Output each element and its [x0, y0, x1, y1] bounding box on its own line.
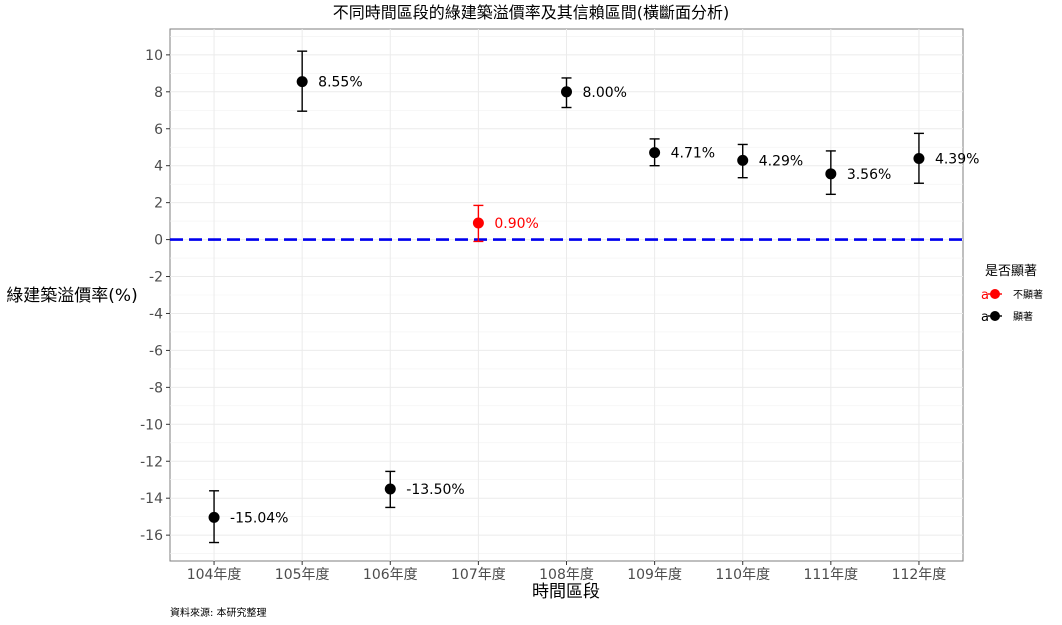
y-tick-label: -16	[140, 528, 163, 544]
y-axis: 10 8 6 4 2 0 -2 -4 -6 -8 -10 -12 -14 -16	[140, 48, 170, 544]
data-label: 3.56%	[847, 167, 891, 183]
data-label: -13.50%	[406, 482, 464, 498]
data-point	[384, 483, 396, 495]
x-axis-title: 時間區段	[532, 582, 600, 602]
y-tick-label: 6	[154, 122, 163, 138]
data-point	[208, 511, 220, 523]
y-tick-label: 4	[154, 159, 163, 175]
caption: 資料來源: 本研究整理	[170, 606, 267, 619]
y-tick-label: 2	[154, 196, 163, 212]
data-label: 4.71%	[671, 146, 715, 162]
chart-title: 不同時間區段的綠建築溢價率及其信賴區間(橫斷面分析)	[333, 3, 730, 22]
x-tick-label: 104年度	[187, 567, 242, 583]
legend-key-point	[990, 311, 1000, 321]
x-axis: 104年度 105年度 106年度 107年度 108年度 109年度 110年度 111年度…	[187, 561, 947, 583]
data-point	[913, 152, 925, 164]
x-tick-label: 105年度	[275, 567, 330, 583]
y-tick-label: 10	[145, 48, 163, 64]
y-tick-label: -6	[149, 343, 163, 359]
data-point	[649, 147, 661, 159]
legend-key-point	[990, 289, 1000, 299]
data-point	[561, 86, 572, 98]
y-tick-label: -14	[140, 491, 163, 507]
x-tick-label: 111年度	[803, 567, 858, 583]
y-tick-label: -8	[149, 380, 163, 396]
y-tick-label: -4	[149, 306, 163, 322]
x-tick-label: 110年度	[715, 567, 770, 583]
x-tick-label: 108年度	[539, 567, 594, 583]
grid-lines	[170, 29, 963, 561]
data-point	[737, 154, 749, 166]
y-tick-label: -10	[140, 417, 163, 433]
y-tick-label: -2	[149, 270, 163, 286]
x-tick-label: 106年度	[363, 567, 418, 583]
legend-title: 是否顯著	[985, 264, 1037, 279]
data-label: -15.04%	[230, 510, 288, 526]
data-points	[208, 76, 925, 523]
data-point	[472, 217, 484, 229]
legend-key-glyph: a	[981, 288, 989, 303]
data-label: 4.39%	[935, 151, 979, 167]
legend-key-glyph: a	[981, 310, 989, 325]
y-axis-title: 綠建築溢價率(%)	[6, 286, 137, 306]
data-label: 0.90%	[494, 216, 538, 232]
legend-label: 不顯著	[1013, 288, 1043, 301]
data-point	[825, 168, 837, 180]
x-tick-label: 107年度	[451, 567, 506, 583]
x-tick-label: 109年度	[627, 567, 682, 583]
x-tick-label: 112年度	[892, 567, 947, 583]
data-label: 4.29%	[759, 153, 803, 169]
y-tick-label: -12	[140, 454, 163, 470]
data-label: 8.55%	[318, 75, 362, 91]
legend: 是否顯著 a 不顯著 a 顯著	[981, 264, 1043, 325]
y-tick-label: 0	[154, 233, 163, 249]
y-tick-label: 8	[154, 85, 163, 101]
data-labels: -15.04% 8.55% -13.50% 0.90% 8.00% 4.71% 4.29% 3…	[230, 75, 979, 527]
data-label: 8.00%	[583, 85, 627, 101]
data-point	[296, 76, 308, 88]
legend-label: 顯著	[1013, 310, 1033, 323]
